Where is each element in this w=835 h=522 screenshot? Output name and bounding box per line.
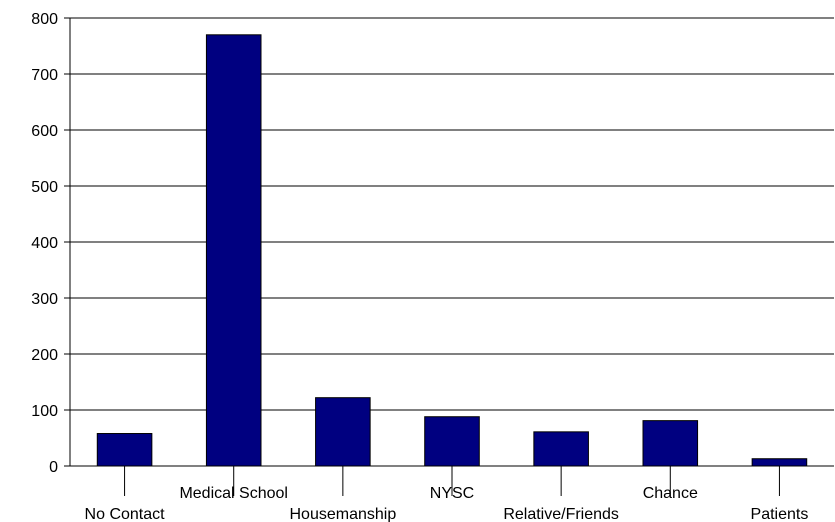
y-tick-label: 0 bbox=[49, 459, 58, 476]
bar bbox=[315, 397, 371, 467]
x-tick-label: Medical School bbox=[179, 485, 288, 502]
y-tick-label: 300 bbox=[31, 291, 58, 308]
x-axis-ticks bbox=[124, 466, 780, 496]
bar bbox=[751, 458, 808, 467]
y-tick-label: 600 bbox=[31, 123, 58, 140]
y-tick-label: 800 bbox=[31, 11, 58, 28]
bar bbox=[533, 431, 589, 467]
y-tick-label: 100 bbox=[31, 403, 58, 420]
x-tick-label: Housemanship bbox=[289, 506, 396, 522]
y-axis-ticks: 0 100 200 300 400 500 600 700 800 bbox=[31, 11, 70, 476]
y-tick-label: 500 bbox=[31, 179, 58, 196]
bar bbox=[205, 34, 262, 467]
bar bbox=[424, 416, 480, 467]
y-tick-label: 700 bbox=[31, 67, 58, 84]
x-tick-label: Patients bbox=[751, 506, 809, 522]
x-tick-label: Relative/Friends bbox=[503, 506, 619, 522]
y-tick-label: 200 bbox=[31, 347, 58, 364]
x-tick-label: Chance bbox=[643, 485, 698, 502]
y-tick-label: 400 bbox=[31, 235, 58, 252]
gridlines bbox=[70, 17, 834, 411]
x-tick-label: NYSC bbox=[430, 485, 474, 502]
bar bbox=[642, 420, 699, 467]
x-tick-label: No Contact bbox=[85, 506, 166, 522]
bars bbox=[96, 34, 808, 467]
bar bbox=[96, 433, 153, 467]
